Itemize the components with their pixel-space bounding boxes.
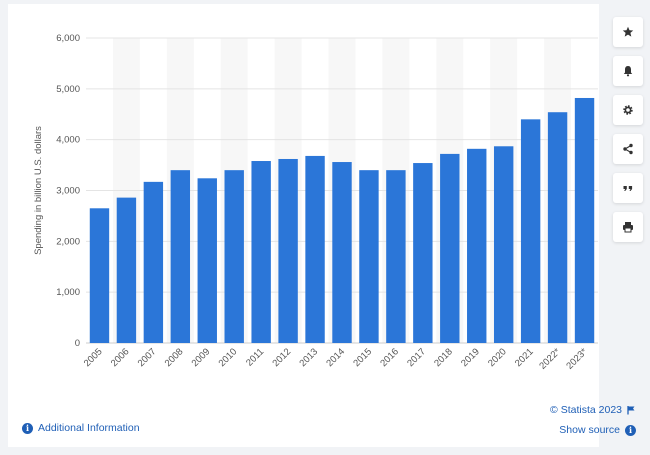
- bar[interactable]: [305, 156, 324, 343]
- y-tick-labels: 0 1,000 2,000 3,000 4,000 5,000 6,000: [56, 33, 80, 349]
- y-tick-label: 0: [75, 338, 80, 349]
- x-tick-label: 2009: [190, 346, 213, 369]
- bar[interactable]: [225, 170, 244, 343]
- x-tick-label: 2006: [109, 346, 132, 369]
- bar[interactable]: [386, 170, 405, 343]
- x-tick-label: 2016: [378, 346, 401, 369]
- bar[interactable]: [171, 170, 190, 343]
- x-tick-label: 2013: [297, 346, 320, 369]
- print-icon: [622, 221, 634, 233]
- bar[interactable]: [413, 163, 432, 343]
- copyright[interactable]: © Statista 2023: [550, 404, 636, 416]
- x-tick-label: 2007: [136, 346, 159, 369]
- x-tick-label: 2017: [405, 346, 428, 369]
- bar[interactable]: [521, 119, 540, 343]
- y-tick-label: 1,000: [56, 287, 80, 298]
- y-tick-label: 6,000: [56, 33, 80, 44]
- share-button[interactable]: [613, 134, 643, 164]
- x-tick-label: 2012: [270, 346, 293, 369]
- copyright-label: © Statista 2023: [550, 404, 622, 416]
- info-icon: i: [625, 425, 636, 436]
- chart-card: 0 1,000 2,000 3,000 4,000 5,000 6,000 20052006…: [8, 4, 599, 447]
- flag-icon: [626, 405, 636, 415]
- settings-button[interactable]: [613, 95, 643, 125]
- x-tick-label: 2015: [351, 346, 374, 369]
- show-source-label: Show source: [559, 424, 620, 436]
- x-tick-label: 2014: [324, 346, 347, 369]
- notification-button[interactable]: [613, 56, 643, 86]
- star-icon: [622, 26, 634, 38]
- x-tick-label: 2019: [459, 346, 482, 369]
- bar[interactable]: [359, 170, 378, 343]
- additional-information-link[interactable]: i Additional Information: [22, 422, 140, 434]
- x-tick-label: 2008: [163, 346, 186, 369]
- y-tick-label: 4,000: [56, 135, 80, 146]
- toolbar: [613, 17, 643, 242]
- x-tick-label: 2020: [486, 346, 509, 369]
- y-tick-label: 2,000: [56, 236, 80, 247]
- additional-information-label: Additional Information: [38, 422, 140, 434]
- x-tick-label: 2021: [513, 346, 536, 369]
- y-axis-label: Spending in billion U.S. dollars: [33, 126, 44, 255]
- info-icon: i: [22, 423, 33, 434]
- bar[interactable]: [575, 98, 594, 343]
- bar[interactable]: [548, 112, 567, 343]
- x-tick-label: 2022*: [537, 346, 563, 372]
- bar[interactable]: [494, 146, 513, 343]
- bell-icon: [622, 65, 634, 77]
- favorite-button[interactable]: [613, 17, 643, 47]
- x-tick-label: 2010: [217, 346, 240, 369]
- bar[interactable]: [332, 162, 351, 343]
- show-source-link[interactable]: Show source i: [559, 424, 636, 436]
- x-tick-label: 2005: [82, 346, 105, 369]
- gear-icon: [622, 104, 634, 116]
- y-tick-label: 3,000: [56, 186, 80, 197]
- cite-button[interactable]: [613, 173, 643, 203]
- bar[interactable]: [278, 159, 297, 343]
- bar[interactable]: [467, 149, 486, 343]
- y-tick-label: 5,000: [56, 84, 80, 95]
- x-tick-label: 2011: [244, 346, 266, 368]
- bar[interactable]: [251, 161, 270, 343]
- bar-chart: 0 1,000 2,000 3,000 4,000 5,000 6,000 20052006…: [8, 4, 599, 447]
- bar[interactable]: [198, 178, 217, 343]
- bar[interactable]: [144, 182, 163, 343]
- x-tick-label: 2018: [432, 346, 455, 369]
- quote-icon: [622, 182, 634, 194]
- share-icon: [622, 143, 634, 155]
- bar[interactable]: [440, 154, 459, 343]
- bar[interactable]: [117, 198, 136, 343]
- x-tick-labels: 2005200620072008200920102011201220132014…: [82, 346, 590, 372]
- x-tick-label: 2023*: [564, 346, 590, 372]
- bar[interactable]: [90, 208, 109, 343]
- print-button[interactable]: [613, 212, 643, 242]
